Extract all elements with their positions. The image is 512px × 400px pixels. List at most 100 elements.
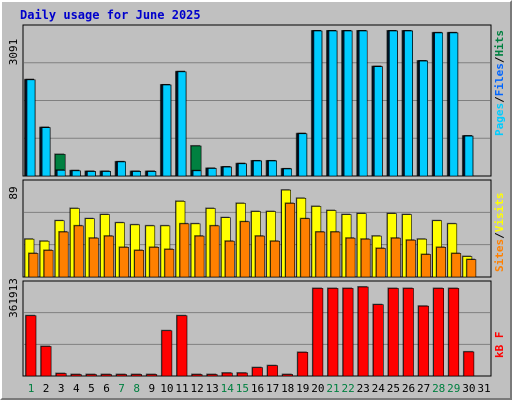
sites-bar — [209, 225, 220, 278]
kbytes-bar — [327, 288, 339, 377]
sites-bar — [104, 235, 114, 278]
day-label-8: 8 — [133, 382, 140, 395]
sites-bar — [89, 237, 99, 278]
sites-bar — [164, 249, 175, 278]
sites-bar — [240, 221, 250, 278]
sites-bar — [225, 240, 235, 278]
kbytes-bar — [357, 286, 369, 377]
kbytes-bar — [206, 374, 218, 377]
kbytes-bar — [161, 330, 173, 377]
day-label-13: 13 — [206, 382, 219, 395]
day-label-6: 6 — [103, 382, 110, 395]
pages-bar — [26, 79, 36, 177]
day-label-12: 12 — [190, 382, 203, 395]
sites-bar — [270, 240, 280, 278]
pages-bar — [313, 30, 323, 177]
pages-bar — [56, 170, 66, 177]
kbytes-bar — [146, 374, 158, 377]
pages-bar — [117, 161, 126, 177]
sites-bar — [194, 235, 205, 278]
pages-bar — [343, 30, 353, 177]
axis-title: kB F — [493, 332, 506, 359]
day-label-4: 4 — [73, 382, 80, 395]
panel-kbytes — [22, 280, 492, 377]
sites-bar — [179, 223, 190, 278]
kbytes-bar — [388, 288, 399, 377]
day-label-29: 29 — [447, 382, 460, 395]
pages-bar — [207, 168, 217, 177]
day-label-22: 22 — [341, 382, 354, 395]
sites-bar — [406, 239, 416, 278]
kbytes-bar — [237, 372, 248, 377]
axis-title-separator: / — [493, 56, 506, 63]
day-label-14: 14 — [221, 382, 235, 395]
sites-bar — [74, 225, 84, 278]
pages-bar — [268, 160, 277, 177]
day-label-27: 27 — [417, 382, 430, 395]
pages-bar — [87, 171, 96, 177]
day-label-2: 2 — [43, 382, 50, 395]
axis-title-separator: / — [493, 232, 506, 239]
pages-bar — [72, 170, 81, 177]
pages-bar — [373, 66, 383, 177]
sites-bar — [360, 238, 371, 278]
day-label-9: 9 — [148, 382, 155, 395]
day-label-3: 3 — [58, 382, 65, 395]
kbytes-bar — [222, 372, 233, 377]
kbytes-bar — [403, 288, 414, 377]
axis-title-sites: Sites — [493, 239, 506, 272]
kbytes-bar — [433, 288, 445, 377]
kbytes-bar — [418, 305, 429, 377]
axis-title: Pages/Files/Hits — [493, 30, 506, 136]
pages-bar — [389, 30, 398, 177]
pages-bar — [253, 160, 262, 177]
day-label-1: 1 — [28, 382, 35, 395]
kbytes-bar — [25, 315, 37, 377]
sites-bar — [315, 231, 326, 278]
day-label-16: 16 — [251, 382, 264, 395]
kbytes-bar — [191, 374, 203, 377]
pages-bar — [358, 30, 368, 177]
day-label-26: 26 — [402, 382, 415, 395]
max-label: 3091 — [7, 39, 20, 66]
day-label-11: 11 — [175, 382, 188, 395]
kbytes-bar — [312, 288, 324, 377]
pages-bar — [223, 166, 232, 177]
sites-bar — [451, 253, 462, 278]
kbytes-bar — [252, 367, 263, 377]
sites-bar — [119, 247, 129, 278]
kbytes-bar — [71, 374, 82, 377]
kbytes-bar — [372, 304, 384, 377]
pages-bar — [328, 30, 338, 177]
day-label-5: 5 — [88, 382, 95, 395]
day-label-19: 19 — [296, 382, 309, 395]
day-label-28: 28 — [432, 382, 445, 395]
day-label-23: 23 — [357, 382, 370, 395]
pages-bar — [419, 60, 428, 177]
day-label-7: 7 — [118, 382, 125, 395]
pages-bar — [162, 84, 172, 177]
axis-title-pages: Pages — [493, 103, 506, 136]
kbytes-bar — [448, 288, 460, 377]
sites-bar — [28, 253, 39, 278]
sites-bar — [255, 235, 265, 278]
kbytes-bar — [176, 315, 188, 377]
sites-bar — [58, 231, 69, 278]
day-label-18: 18 — [281, 382, 294, 395]
sites-bar — [285, 203, 296, 278]
axis-title: Sites/Visits — [493, 193, 506, 273]
sites-bar — [300, 218, 311, 278]
pages-bar — [41, 127, 51, 177]
kbytes-bar — [267, 365, 278, 377]
pages-bar — [464, 135, 474, 177]
kbytes-bar — [40, 346, 52, 377]
sites-bar — [149, 247, 160, 278]
max-label: 361913 — [7, 278, 20, 318]
sites-bar — [134, 250, 144, 278]
kbytes-bar — [131, 374, 142, 377]
day-label-17: 17 — [266, 382, 279, 395]
sites-bar — [421, 254, 431, 278]
kbytes-bar — [282, 374, 294, 377]
sites-bar — [330, 231, 341, 278]
